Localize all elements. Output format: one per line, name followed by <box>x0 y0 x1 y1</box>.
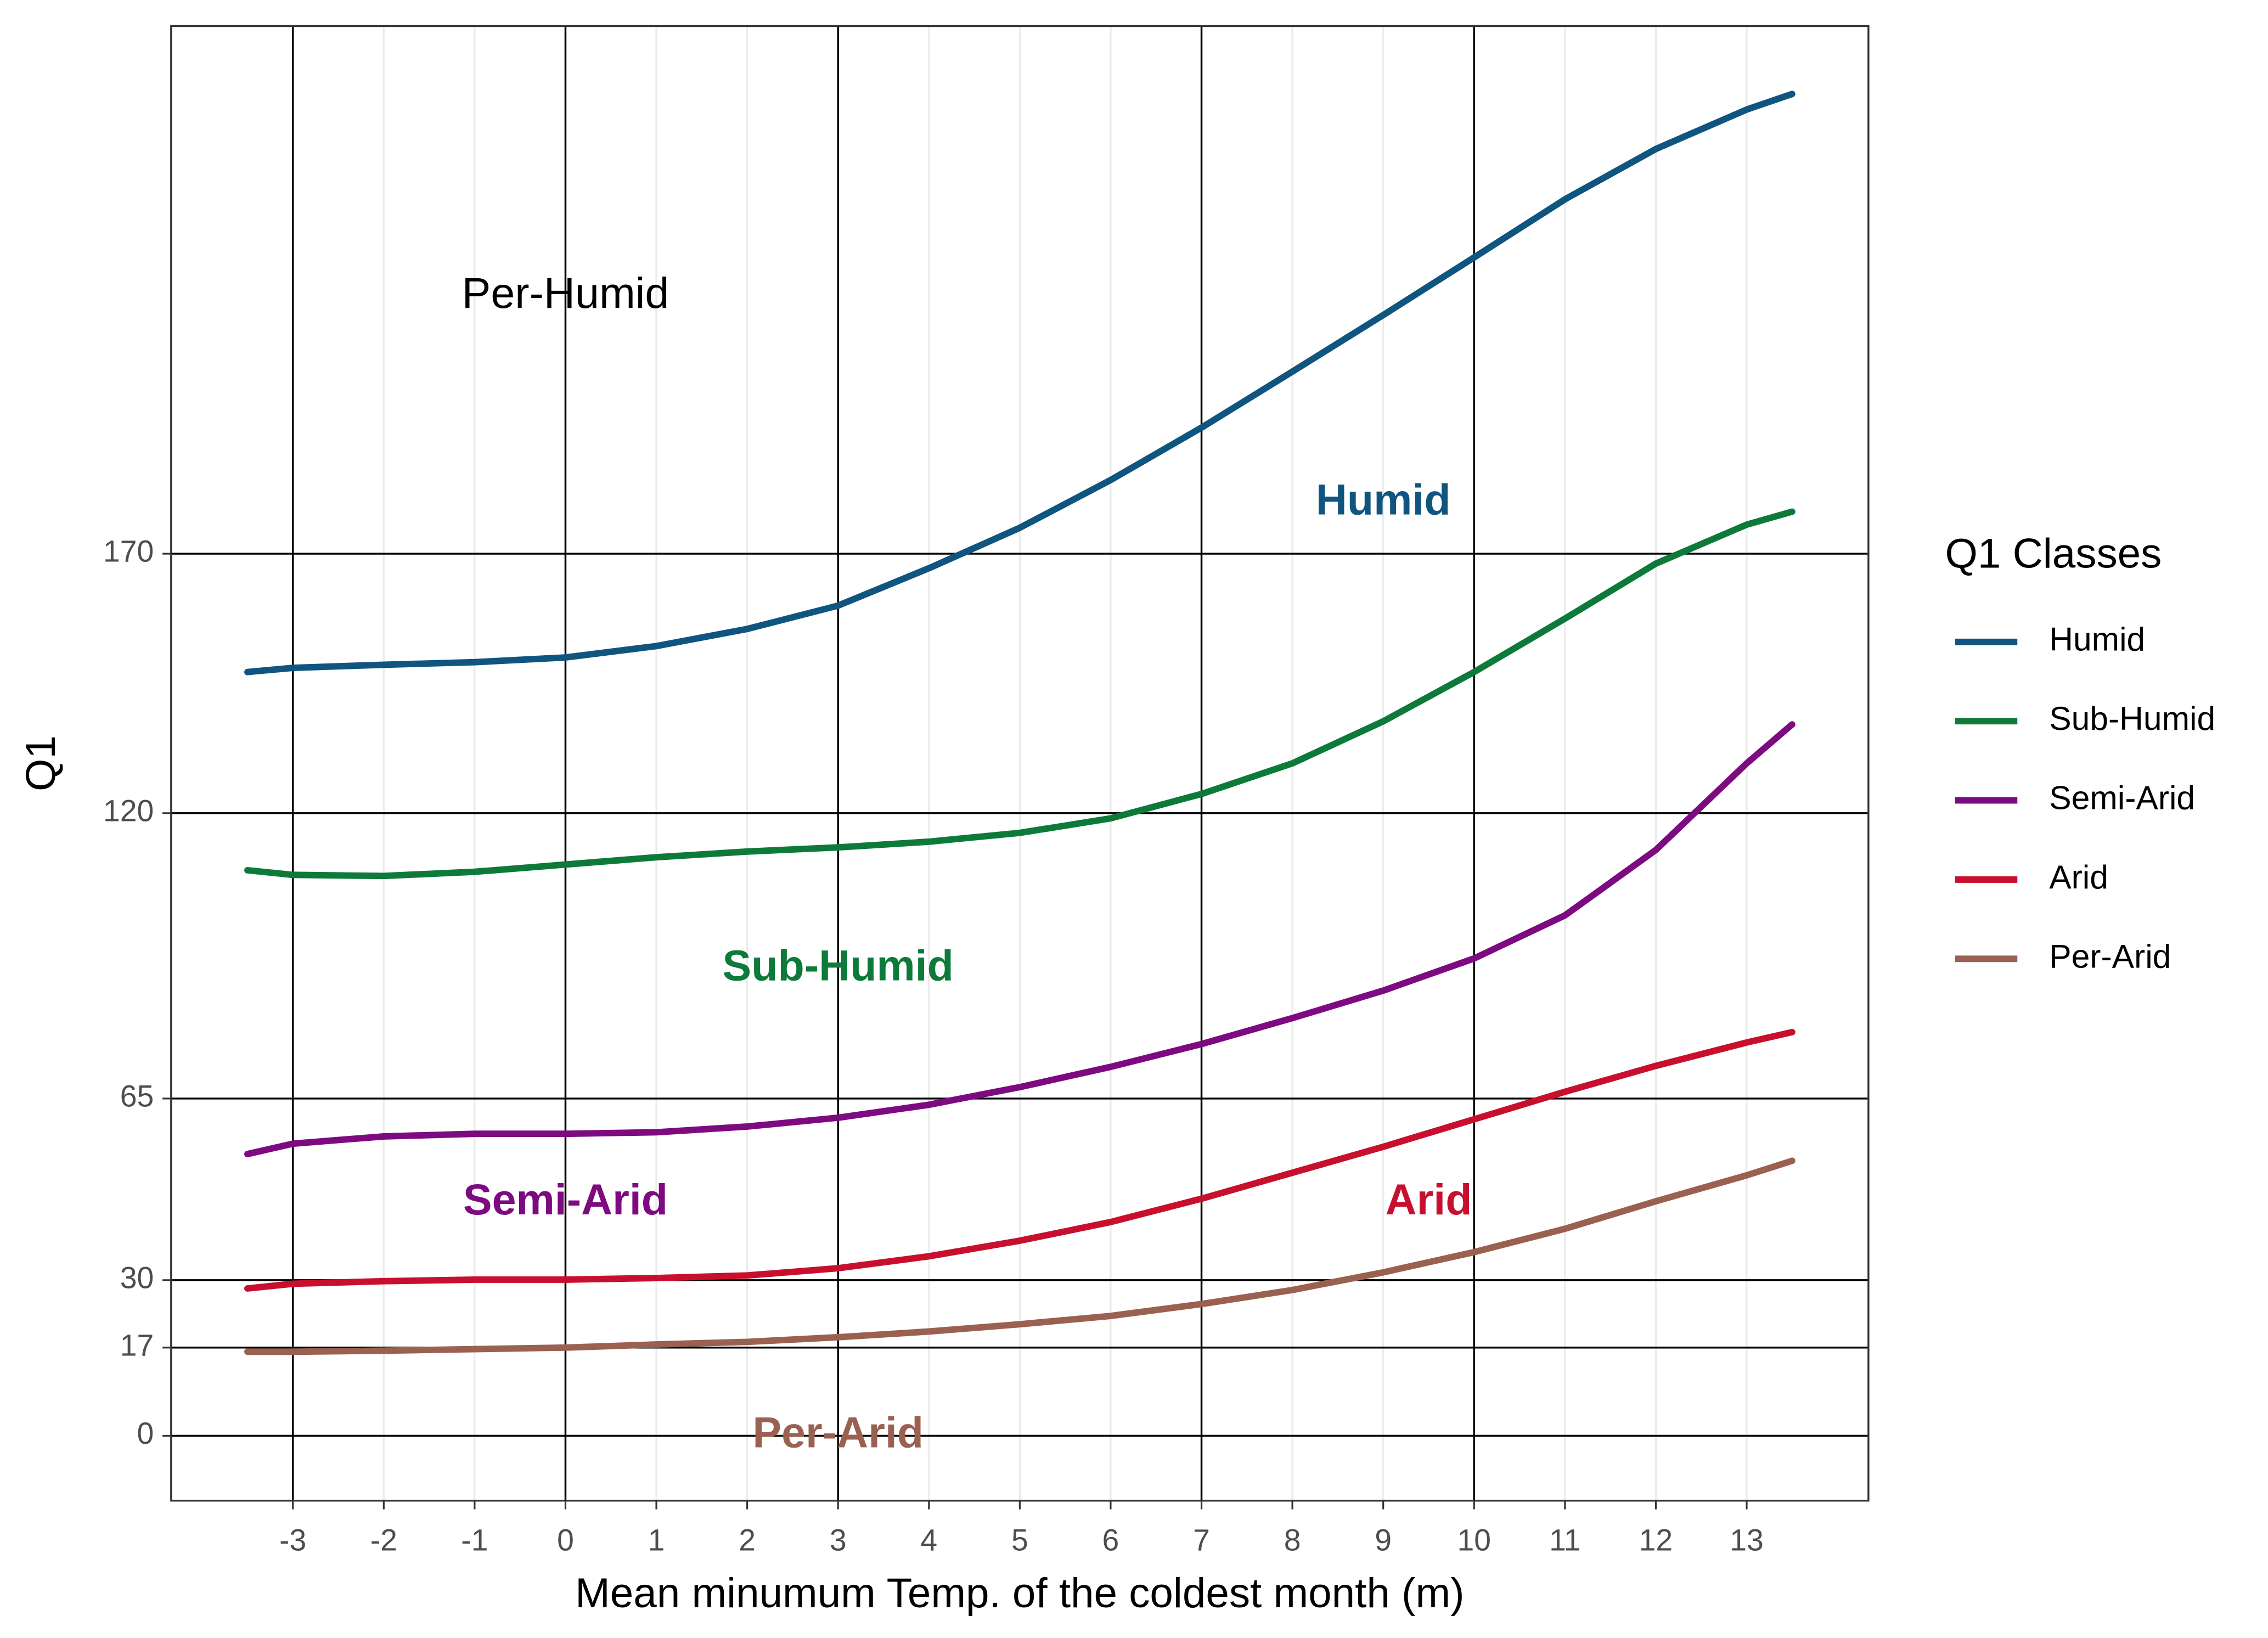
legend-label: Humid <box>2049 621 2145 658</box>
y-tick-label: 0 <box>137 1416 154 1450</box>
annotation: Per-Arid <box>752 1408 924 1456</box>
x-tick-label: -3 <box>279 1523 306 1557</box>
x-tick-label: 2 <box>739 1523 756 1557</box>
y-tick-label: 17 <box>120 1328 154 1362</box>
x-tick-label: 7 <box>1193 1523 1210 1557</box>
x-tick-label: 13 <box>1730 1523 1764 1557</box>
data-line <box>244 721 1796 1158</box>
x-tick-label: 11 <box>1549 1523 1580 1557</box>
data-line <box>244 1028 1796 1292</box>
data-line <box>244 508 1796 880</box>
x-tick-label: 0 <box>557 1523 574 1557</box>
legend-title: Q1 Classes <box>1945 531 2162 577</box>
x-tick-label: 1 <box>648 1523 665 1557</box>
x-tick-label: 9 <box>1375 1523 1392 1557</box>
y-tick-label: 120 <box>103 793 154 828</box>
x-tick-label: 4 <box>920 1523 937 1557</box>
x-axis-title: Mean minumum Temp. of the coldest month … <box>575 1570 1464 1617</box>
x-tick-label: 5 <box>1011 1523 1028 1557</box>
x-tick-label: 12 <box>1639 1523 1673 1557</box>
legend-label: Per-Arid <box>2049 937 2171 975</box>
y-tick-label: 170 <box>103 534 154 568</box>
y-tick-label: 30 <box>120 1260 154 1294</box>
x-tick-label: 3 <box>830 1523 847 1557</box>
y-tick-label: 65 <box>120 1079 154 1113</box>
plot-frame <box>170 25 1870 1502</box>
annotation: Sub-Humid <box>723 941 954 989</box>
x-tick-label: 10 <box>1457 1523 1491 1557</box>
annotation: Per-Humid <box>462 268 669 317</box>
legend-label: Arid <box>2049 858 2108 896</box>
annotation: Humid <box>1316 475 1451 524</box>
x-tick-label: 8 <box>1284 1523 1301 1557</box>
x-tick-label: 6 <box>1102 1523 1119 1557</box>
x-tick-label: -1 <box>461 1523 488 1557</box>
data-line <box>244 91 1796 676</box>
y-axis-title: Q1 <box>18 735 64 791</box>
legend-label: Sub-Humid <box>2049 700 2215 737</box>
data-line <box>244 1157 1796 1355</box>
annotation: Arid <box>1385 1175 1472 1224</box>
legend-label: Semi-Arid <box>2049 779 2195 817</box>
x-tick-label: -2 <box>370 1523 397 1557</box>
annotation: Semi-Arid <box>463 1175 668 1224</box>
